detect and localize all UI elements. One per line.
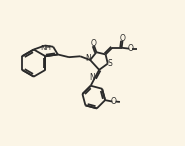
Text: O: O [91, 39, 97, 48]
Text: N: N [85, 54, 91, 63]
Text: O: O [120, 34, 126, 43]
Text: O: O [128, 44, 134, 53]
Text: NH: NH [40, 45, 51, 51]
Text: N: N [89, 73, 95, 82]
Text: O: O [111, 97, 117, 106]
Text: S: S [108, 59, 113, 68]
